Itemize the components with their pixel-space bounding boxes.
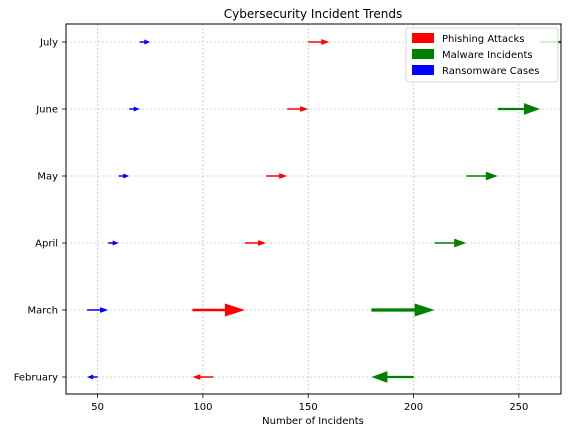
arrow-mark (371, 371, 414, 383)
tick-layer: 50 100 150 200 250 February March April May June J… (14, 38, 529, 414)
x-tick-label: 50 (91, 402, 104, 413)
arrow-mark (266, 173, 288, 179)
arrow-mark (87, 307, 109, 313)
arrow-mark (192, 374, 214, 380)
arrow-mark (245, 240, 267, 246)
arrow-mark (108, 240, 119, 246)
legend-frame (405, 27, 559, 83)
x-tick-label: 100 (193, 402, 212, 413)
x-tick-label: 150 (299, 402, 318, 413)
arrow-mark (192, 303, 245, 317)
arrow-mark (129, 106, 140, 112)
arrow-mark (466, 171, 498, 181)
arrow-mark (139, 39, 151, 45)
legend-label: Malware Incidents (442, 50, 533, 61)
plot-background (66, 24, 561, 394)
y-tick-label: June (35, 105, 58, 116)
y-tick-label: May (37, 172, 58, 183)
legend-swatch (412, 49, 434, 59)
arrow-mark (371, 303, 435, 317)
arrow-mark (287, 106, 309, 112)
arrow-mark (434, 238, 467, 248)
legend-swatch (412, 65, 434, 75)
y-tick-label: March (28, 306, 58, 317)
plot-frame (65, 23, 562, 395)
legend: Phishing Attacks Malware Incidents Ransomw… (405, 27, 559, 83)
y-tick-label: April (35, 239, 58, 250)
y-tick-label: July (39, 38, 58, 49)
legend-swatch (412, 33, 434, 43)
x-tick-label: 250 (509, 402, 528, 413)
y-tick-label: February (14, 373, 58, 384)
x-tick-label: 200 (404, 402, 423, 413)
chart-title: Cybersecurity Incident Trends (224, 7, 402, 21)
arrow-mark (118, 173, 130, 179)
legend-label: Ransomware Cases (442, 66, 539, 77)
arrow-mark (87, 374, 98, 380)
arrow-mark (497, 103, 540, 115)
legend-label: Phishing Attacks (442, 34, 524, 45)
x-axis-label: Number of Incidents (262, 416, 364, 427)
arrow-mark (308, 39, 330, 45)
